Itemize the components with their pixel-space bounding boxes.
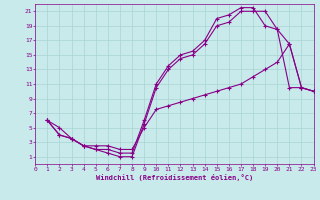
X-axis label: Windchill (Refroidissement éolien,°C): Windchill (Refroidissement éolien,°C) <box>96 174 253 181</box>
